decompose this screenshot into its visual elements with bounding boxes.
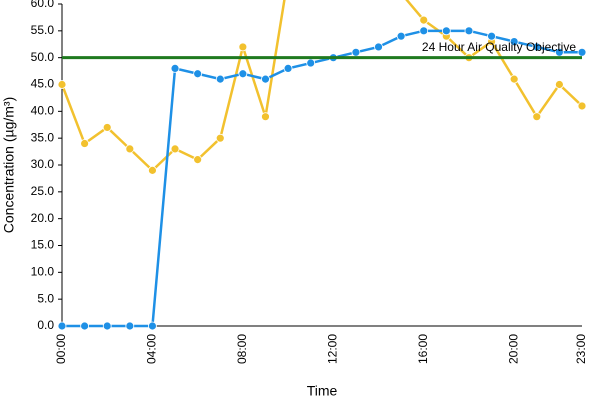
data-point [261,112,270,122]
x-tick-label: 04:00 [145,334,159,364]
series-line [62,29,582,328]
reference-label: 24 Hour Air Quality Objective [422,40,576,54]
data-point [148,321,157,331]
data-point [441,26,451,36]
data-point [125,321,135,331]
data-point [374,42,383,52]
data-point [577,101,587,111]
data-point [238,42,248,52]
data-point [215,74,225,84]
data-point [554,80,564,89]
y-tick-label: 55.0 [31,23,55,37]
data-point [261,74,270,84]
data-point [80,321,90,331]
x-tick-label: 00:00 [54,334,68,364]
data-point [57,80,67,89]
data-point [532,112,542,122]
y-tick-label: 45.0 [31,77,55,91]
data-point [464,26,474,36]
y-tick-label: 60.0 [31,0,55,10]
data-point [215,133,225,143]
x-tick-label: 16:00 [416,334,430,364]
y-tick-label: 35.0 [31,130,55,144]
data-point [193,155,203,165]
data-point [419,26,429,36]
x-axis-title: Time [307,383,338,399]
x-tick-label: 12:00 [325,334,339,364]
data-point [193,69,203,79]
x-tick-label: 08:00 [235,334,249,364]
y-tick-label: 40.0 [31,104,55,118]
x-tick-label: 23:00 [574,334,588,364]
data-point [148,165,157,175]
series-line [60,0,583,173]
y-tick-label: 10.0 [31,265,55,279]
data-point [238,69,248,79]
y-axis-title: Concentration (µg/m³) [1,97,17,233]
data-point [102,123,112,132]
data-point [57,321,67,331]
data-point [577,47,587,57]
data-point [125,144,135,154]
y-tick-label: 15.0 [31,238,55,252]
data-point [419,15,429,25]
data-point [487,31,496,41]
plot-area [57,0,587,331]
y-tick-label: 5.0 [37,291,54,305]
y-tick-label: 30.0 [31,157,55,171]
y-tick-label: 50.0 [31,50,55,64]
data-point [306,58,316,68]
data-point [80,139,90,148]
data-point [509,37,519,46]
data-point [509,74,519,84]
data-point [102,321,112,331]
data-point [396,31,406,41]
y-tick-label: 25.0 [31,184,55,198]
data-point [170,64,180,73]
data-point [170,144,180,154]
y-tick-label: 20.0 [31,211,55,225]
data-point [351,47,361,57]
x-tick-label: 20:00 [506,334,520,364]
data-point [532,42,542,52]
y-tick-label: 0.0 [37,318,54,332]
data-point [283,64,293,73]
